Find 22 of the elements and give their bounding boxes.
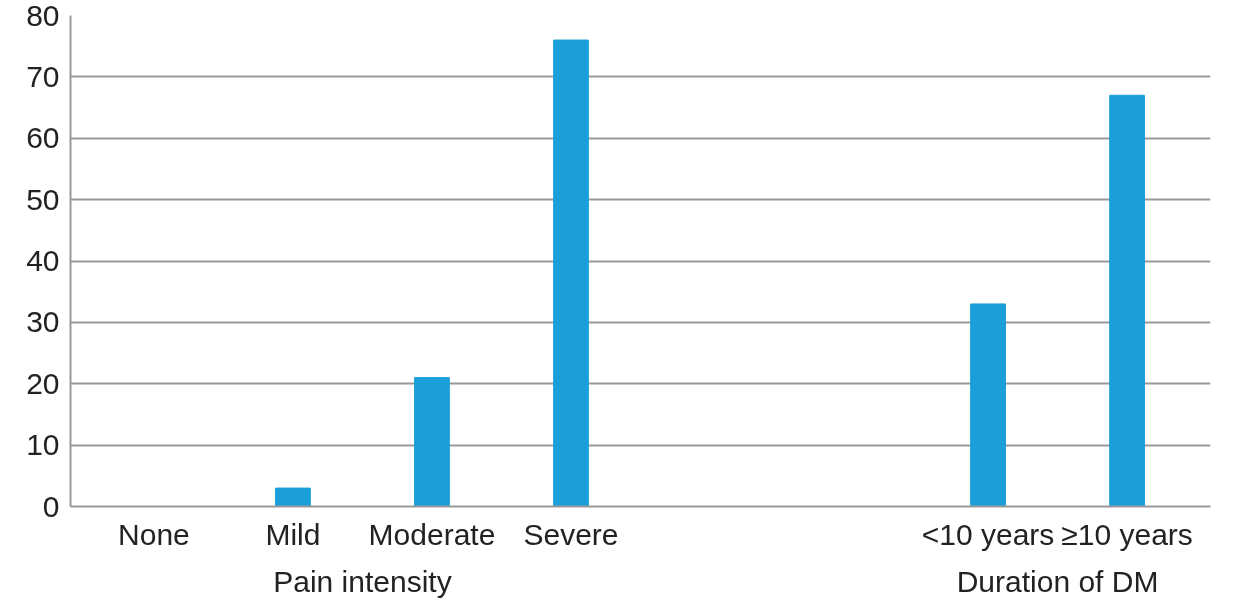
y-tick-label: 60	[26, 121, 60, 155]
x-tick-label: Mild	[265, 517, 321, 551]
y-tick-label: 50	[26, 182, 60, 216]
bar	[970, 303, 1006, 507]
x-tick-label: Severe	[523, 517, 619, 551]
bar	[414, 377, 450, 507]
bar	[275, 487, 311, 507]
y-tick-label: 40	[26, 244, 60, 277]
x-tick-label: <10 years	[921, 517, 1055, 551]
bar	[553, 39, 589, 507]
y-tick-label: 10	[26, 428, 60, 462]
text: Pain intensity	[273, 564, 452, 598]
x-tick-label: Moderate	[368, 517, 496, 551]
y-tick-label: 0	[42, 489, 60, 523]
bar	[1109, 94, 1145, 507]
y-tick-label: 80	[26, 0, 60, 32]
y-tick-label: 70	[26, 59, 60, 93]
y-tick-label: 20	[26, 366, 60, 400]
x-tick-label: None	[118, 517, 190, 551]
x-tick-label: ≥10 years	[1061, 517, 1193, 551]
text: Duration of DM	[956, 564, 1159, 598]
y-tick-label: 30	[26, 305, 60, 339]
